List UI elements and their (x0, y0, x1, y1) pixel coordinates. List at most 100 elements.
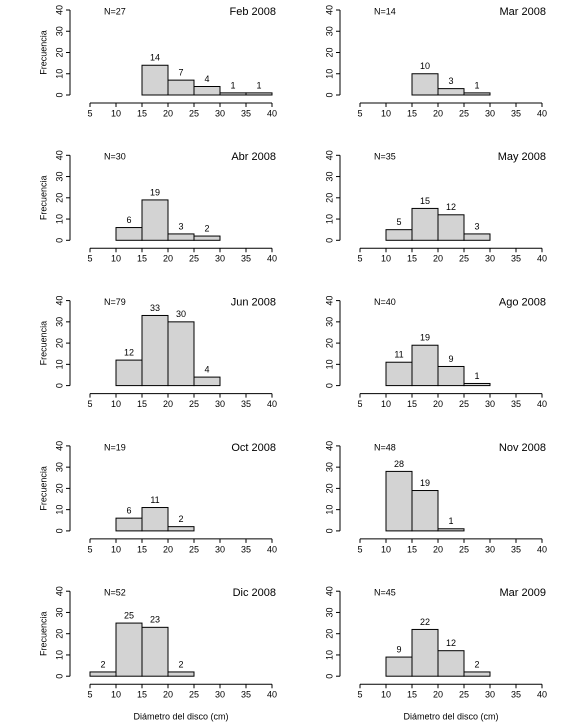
y-tick-label: 10 (324, 69, 334, 79)
x-tick-label: 20 (163, 254, 173, 264)
y-axis-label: Frecuencia (38, 321, 48, 366)
y-tick-label: 10 (54, 505, 64, 515)
x-tick-label: 15 (407, 254, 417, 264)
x-tick-label: 30 (215, 254, 225, 264)
value-label: 11 (150, 495, 159, 505)
value-label: 30 (176, 309, 186, 319)
value-label: 9 (396, 644, 401, 654)
value-label: 1 (230, 80, 235, 90)
bar (141, 199, 169, 241)
x-tick-label: 5 (87, 544, 92, 554)
bar (219, 92, 247, 96)
x-tick-label: 25 (189, 544, 199, 554)
y-tick-label: 40 (324, 150, 334, 160)
y-tick-label: 0 (324, 528, 334, 533)
bar (437, 650, 465, 677)
x-axis-label: Diámetro del disco (cm) (133, 712, 228, 722)
x-tick-label: 25 (189, 690, 199, 700)
y-tick-label: 30 (324, 317, 334, 327)
x-tick-label: 40 (537, 690, 547, 700)
annotation: N=40 (374, 297, 396, 307)
x-tick-label: 30 (215, 108, 225, 118)
x-tick-label: 35 (511, 108, 521, 118)
y-tick-label: 20 (54, 47, 64, 57)
x-tick-label: 10 (111, 254, 121, 264)
y-tick-label: 40 (324, 441, 334, 451)
x-tick-label: 20 (163, 544, 173, 554)
x-tick-label: 10 (111, 690, 121, 700)
x-tick-label: 30 (485, 254, 495, 264)
panel-title: Mar 2009 (500, 587, 546, 599)
x-tick-label: 15 (407, 108, 417, 118)
x-tick-label: 25 (189, 399, 199, 409)
bar (411, 344, 439, 387)
x-tick-label: 40 (537, 544, 547, 554)
panel-title: Feb 2008 (230, 6, 276, 18)
x-tick-label: 10 (381, 254, 391, 264)
x-tick-label: 5 (87, 254, 92, 264)
y-tick-label: 0 (54, 674, 64, 679)
x-tick-label: 15 (407, 690, 417, 700)
y-tick-label: 20 (54, 629, 64, 639)
x-tick-label: 15 (407, 399, 417, 409)
y-tick-label: 40 (54, 586, 64, 596)
x-tick-label: 25 (459, 399, 469, 409)
value-label: 2 (100, 659, 105, 669)
x-tick-label: 30 (485, 690, 495, 700)
value-label: 1 (474, 371, 479, 381)
y-tick-label: 0 (324, 238, 334, 243)
value-label: 11 (394, 350, 403, 360)
y-tick-label: 30 (54, 26, 64, 36)
bar (193, 376, 221, 387)
x-tick-label: 20 (163, 108, 173, 118)
x-tick-label: 40 (267, 254, 277, 264)
bar (115, 227, 143, 241)
x-tick-label: 15 (137, 544, 147, 554)
y-tick-label: 10 (54, 214, 64, 224)
value-label: 6 (126, 215, 131, 225)
value-label: 19 (420, 333, 430, 343)
x-tick-label: 30 (485, 399, 495, 409)
panel-title: Mar 2008 (500, 6, 546, 18)
bar (193, 86, 221, 96)
x-tick-label: 35 (241, 108, 251, 118)
y-tick-label: 40 (54, 441, 64, 451)
bar (167, 79, 195, 96)
value-label: 10 (420, 61, 430, 71)
bar (463, 233, 491, 241)
bar (167, 671, 195, 677)
x-tick-label: 15 (137, 399, 147, 409)
x-tick-label: 40 (537, 254, 547, 264)
annotation: N=35 (374, 152, 396, 162)
bar (411, 490, 439, 532)
x-tick-label: 20 (433, 544, 443, 554)
x-tick-label: 25 (459, 108, 469, 118)
y-axis-label: Frecuencia (38, 30, 48, 75)
value-label: 6 (126, 506, 131, 516)
x-tick-label: 30 (215, 399, 225, 409)
x-tick-label: 5 (357, 690, 362, 700)
bar (385, 361, 413, 387)
y-tick-label: 20 (324, 47, 334, 57)
y-tick-label: 20 (324, 193, 334, 203)
y-axis-label: Frecuencia (38, 466, 48, 511)
x-tick-label: 35 (241, 544, 251, 554)
x-tick-label: 40 (267, 108, 277, 118)
x-tick-label: 5 (357, 108, 362, 118)
bar (167, 233, 195, 241)
y-tick-label: 40 (54, 5, 64, 15)
y-tick-label: 10 (324, 650, 334, 660)
x-tick-label: 20 (163, 690, 173, 700)
bar (437, 88, 465, 96)
bar (437, 528, 465, 532)
x-tick-label: 10 (381, 108, 391, 118)
x-tick-label: 10 (381, 690, 391, 700)
panel-title: Abr 2008 (231, 151, 276, 163)
x-tick-label: 15 (137, 254, 147, 264)
bar (115, 359, 143, 387)
bar (411, 207, 439, 241)
y-tick-label: 10 (324, 505, 334, 515)
value-label: 33 (150, 303, 160, 313)
x-tick-label: 20 (433, 690, 443, 700)
